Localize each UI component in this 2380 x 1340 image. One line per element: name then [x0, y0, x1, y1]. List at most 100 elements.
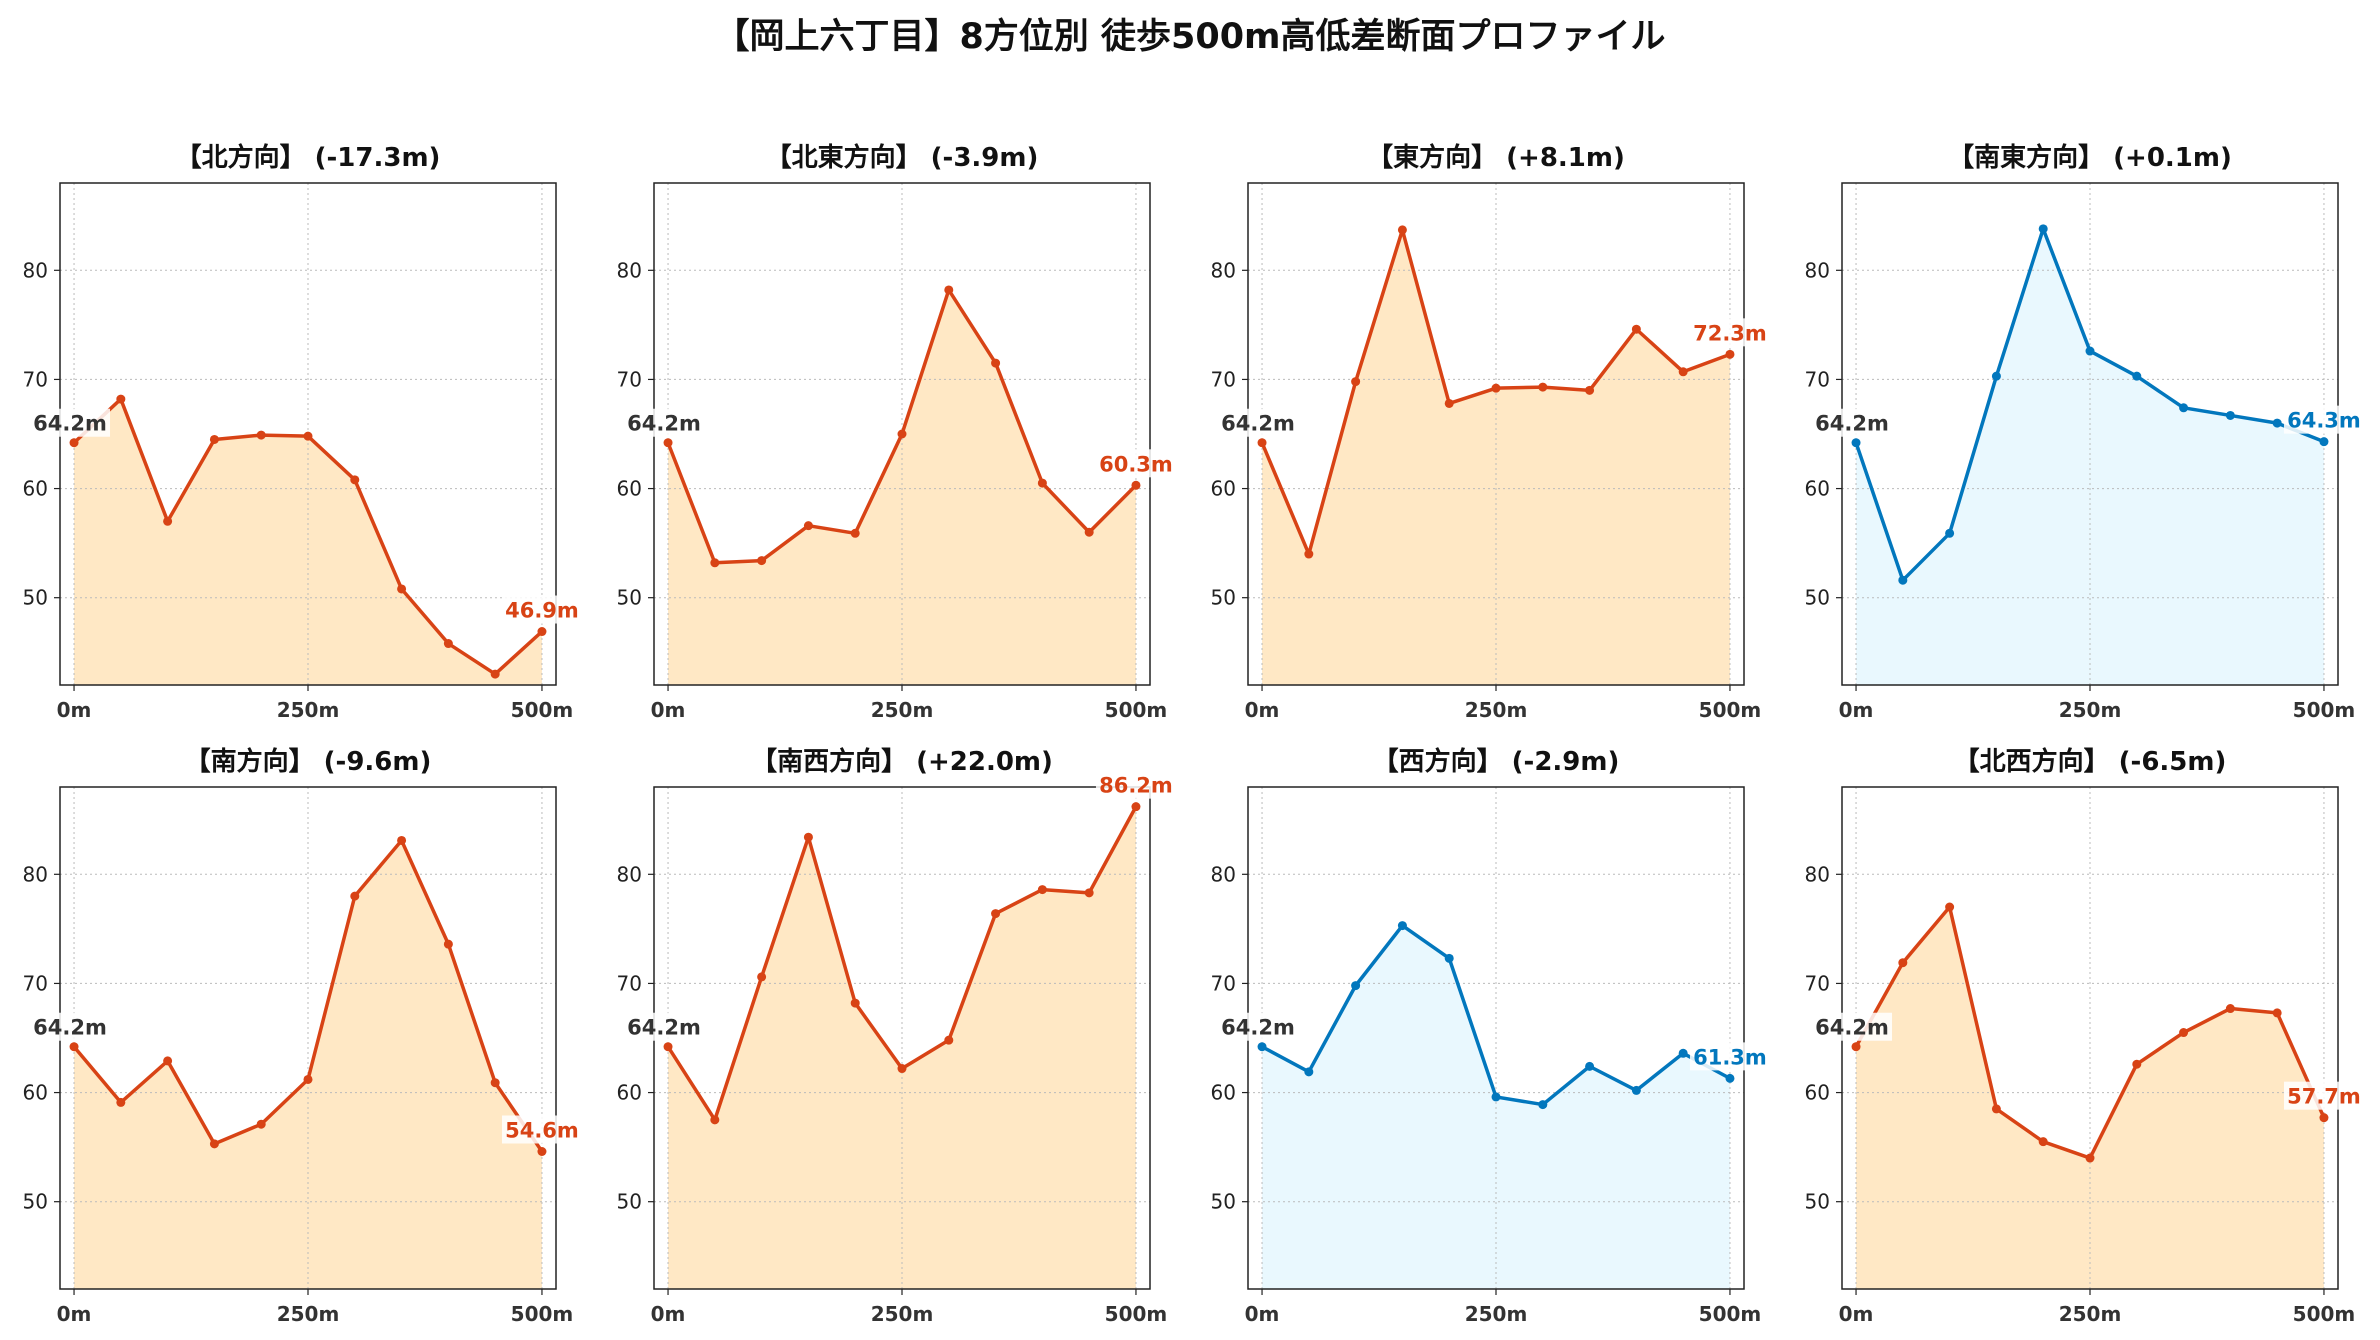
- data-point: [1304, 1067, 1314, 1077]
- data-point: [2132, 1059, 2142, 1069]
- panel-title: 【西方向】 (-2.9m): [1373, 746, 1620, 777]
- data-point: [1444, 953, 1454, 963]
- data-point: [2225, 410, 2235, 420]
- data-point: [897, 1064, 907, 1074]
- data-point: [1491, 1092, 1501, 1102]
- data-point: [897, 429, 907, 439]
- data-point: [163, 516, 173, 526]
- elevation-area: [668, 806, 1136, 1289]
- panel-title: 【北方向】 (-17.3m): [176, 142, 441, 173]
- data-point: [209, 1139, 219, 1149]
- start-elevation-label: 64.2m: [627, 412, 701, 436]
- data-point: [116, 1097, 126, 1107]
- data-point: [2319, 437, 2329, 447]
- x-tick-label: 500m: [1105, 1302, 1168, 1326]
- data-point: [2272, 1008, 2282, 1018]
- data-point: [116, 394, 126, 404]
- data-point: [350, 891, 360, 901]
- data-point: [1304, 549, 1314, 559]
- x-tick-label: 500m: [511, 1302, 574, 1326]
- panel-title: 【南東方向】 (+0.1m): [1948, 142, 2232, 173]
- data-point: [2179, 1028, 2189, 1038]
- y-tick-label: 80: [1805, 862, 1830, 886]
- x-tick-label: 0m: [1245, 1302, 1280, 1326]
- chart-panel-4: 【南東方向】 (+0.1m) 50 60 70 80 0m 250m 500m 64.2m 64.…: [1805, 142, 2364, 722]
- end-label-bg: [1095, 770, 1176, 799]
- end-elevation-label: 57.7m: [2287, 1085, 2361, 1109]
- data-point: [1491, 383, 1501, 393]
- data-point: [2085, 346, 2095, 356]
- start-label-bg: [30, 1012, 111, 1041]
- y-tick-label: 70: [1805, 971, 1830, 995]
- data-point: [2225, 1004, 2235, 1014]
- start-label-bg: [1812, 1012, 1893, 1041]
- data-point: [1898, 575, 1908, 585]
- data-point: [1851, 1042, 1861, 1052]
- data-point: [1725, 1073, 1735, 1083]
- y-tick-label: 50: [1211, 586, 1236, 610]
- chart-panel-7: 【西方向】 (-2.9m) 50 60 70 80 0m 250m 500m 64.2m 61.3…: [1211, 746, 1770, 1326]
- y-tick-label: 80: [1805, 258, 1830, 282]
- panel-title: 【北東方向】 (-3.9m): [766, 142, 1039, 173]
- x-tick-label: 0m: [1839, 1302, 1874, 1326]
- y-tick-label: 60: [1805, 1081, 1830, 1105]
- data-point: [1084, 527, 1094, 537]
- y-tick-label: 70: [1211, 971, 1236, 995]
- start-label-bg: [624, 1012, 705, 1041]
- y-tick-label: 50: [23, 1190, 48, 1214]
- x-tick-label: 500m: [511, 698, 574, 722]
- y-tick-label: 80: [23, 862, 48, 886]
- data-point: [1351, 981, 1361, 991]
- data-point: [443, 639, 453, 649]
- data-point: [69, 438, 79, 448]
- data-point: [1037, 478, 1047, 488]
- y-tick-label: 50: [617, 1190, 642, 1214]
- end-elevation-label: 54.6m: [505, 1118, 579, 1142]
- data-point: [2319, 1113, 2329, 1123]
- y-tick-label: 70: [23, 367, 48, 391]
- y-tick-label: 60: [1805, 477, 1830, 501]
- data-point: [1725, 349, 1735, 359]
- data-point: [490, 669, 500, 679]
- data-point: [710, 1115, 720, 1125]
- end-elevation-label: 86.2m: [1099, 774, 1173, 798]
- y-tick-label: 60: [617, 477, 642, 501]
- chart-panel-3: 【東方向】 (+8.1m) 50 60 70 80 0m 250m 500m 64.2m 72.3…: [1211, 142, 1770, 722]
- x-tick-label: 250m: [2059, 698, 2122, 722]
- data-point: [1131, 802, 1141, 812]
- data-point: [350, 475, 360, 485]
- x-tick-label: 250m: [1465, 698, 1528, 722]
- data-point: [944, 285, 954, 295]
- end-elevation-label: 64.3m: [2287, 409, 2361, 433]
- chart-panel-8: 【北西方向】 (-6.5m) 50 60 70 80 0m 250m 500m 64.2m 57.…: [1805, 746, 2364, 1326]
- elevation-area: [1262, 229, 1730, 685]
- data-point: [991, 358, 1001, 368]
- y-tick-label: 50: [1211, 1190, 1236, 1214]
- start-elevation-label: 64.2m: [1221, 412, 1295, 436]
- data-point: [2038, 1137, 2048, 1147]
- start-elevation-label: 64.2m: [33, 412, 107, 436]
- data-point: [1538, 1100, 1548, 1110]
- data-point: [209, 434, 219, 444]
- data-point: [2132, 371, 2142, 381]
- data-point: [1851, 438, 1861, 448]
- panel-title: 【北西方向】 (-6.5m): [1954, 746, 2227, 777]
- x-tick-label: 500m: [1699, 1302, 1762, 1326]
- data-point: [490, 1078, 500, 1088]
- data-point: [1084, 888, 1094, 898]
- data-point: [163, 1056, 173, 1066]
- x-tick-label: 500m: [2293, 698, 2356, 722]
- y-tick-label: 50: [1805, 586, 1830, 610]
- y-tick-label: 70: [617, 971, 642, 995]
- data-point: [1397, 225, 1407, 235]
- data-point: [303, 1074, 313, 1084]
- start-elevation-label: 64.2m: [1221, 1016, 1295, 1040]
- panel-title: 【南西方向】 (+22.0m): [751, 746, 1053, 777]
- y-tick-label: 50: [617, 586, 642, 610]
- end-elevation-label: 46.9m: [505, 599, 579, 623]
- end-elevation-label: 72.3m: [1693, 321, 1767, 345]
- y-tick-label: 60: [617, 1081, 642, 1105]
- data-point: [397, 584, 407, 594]
- data-point: [1585, 385, 1595, 395]
